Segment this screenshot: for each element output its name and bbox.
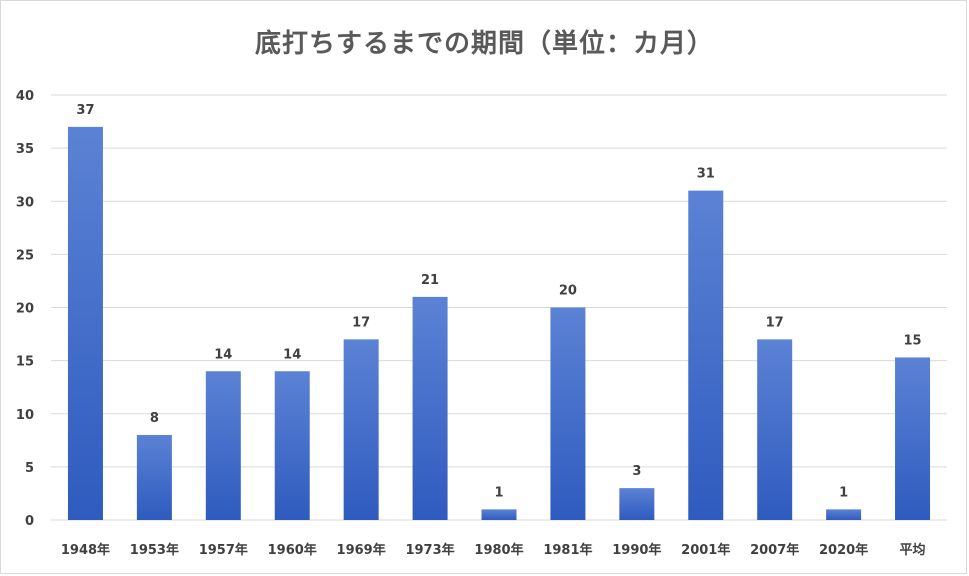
y-tick-label: 25 <box>16 248 34 263</box>
data-label: 20 <box>559 284 577 299</box>
x-category-label: 1960年 <box>268 542 317 558</box>
data-labels: 37 8 14 14 17 21 1 20 3 31 17 1 15 <box>76 103 921 501</box>
data-label: 3 <box>632 464 641 479</box>
bar <box>757 339 793 520</box>
data-label: 15 <box>903 333 921 348</box>
data-label: 8 <box>150 411 159 426</box>
x-category-label: 1953年 <box>130 542 179 558</box>
y-tick-label: 10 <box>16 408 34 423</box>
data-label: 1 <box>494 485 503 500</box>
chart-title: 底打ちするまでの期間（単位：カ月） <box>254 29 714 59</box>
x-category-label: 2007年 <box>750 542 799 558</box>
bar <box>619 488 655 520</box>
x-category-label: 1973年 <box>405 542 454 558</box>
data-label: 1 <box>839 485 848 500</box>
x-category-label: 1969年 <box>337 542 386 558</box>
bar <box>136 435 172 520</box>
y-tick-label: 40 <box>16 89 34 104</box>
x-category-label: 2020年 <box>819 542 868 558</box>
y-tick-label: 35 <box>16 142 34 157</box>
bar <box>550 307 586 520</box>
data-label: 17 <box>352 315 370 330</box>
x-category-label: 1980年 <box>474 542 523 558</box>
y-tick-label: 5 <box>25 461 34 476</box>
x-category-label: 1990年 <box>612 542 661 558</box>
x-axis-category-labels: 1948年 1953年 1957年 1960年 1969年 1973年 1980年 1981年… <box>61 542 926 558</box>
y-tick-label: 15 <box>16 355 34 370</box>
bar <box>688 190 724 520</box>
bars <box>67 126 931 520</box>
y-tick-label: 30 <box>16 195 34 210</box>
x-category-label: 1948年 <box>61 542 110 558</box>
data-label: 14 <box>283 347 301 362</box>
gridlines <box>51 94 947 521</box>
y-axis-tick-labels: 0 5 10 15 20 25 30 35 40 <box>16 89 34 529</box>
bar <box>895 357 931 520</box>
bar <box>343 339 379 520</box>
data-label: 37 <box>76 103 94 118</box>
bar <box>481 509 517 520</box>
data-label: 14 <box>214 347 232 362</box>
bar <box>412 296 448 520</box>
x-category-label: 2001年 <box>681 542 730 558</box>
bar <box>826 509 862 520</box>
bar <box>67 126 103 520</box>
data-label: 17 <box>766 315 784 330</box>
data-label: 21 <box>421 273 439 288</box>
bar <box>205 371 241 520</box>
x-category-label: 1981年 <box>543 542 592 558</box>
y-tick-label: 20 <box>16 302 34 317</box>
y-tick-label: 0 <box>25 514 34 529</box>
data-label: 31 <box>697 167 715 182</box>
x-category-label: 平均 <box>900 542 926 558</box>
x-category-label: 1957年 <box>199 542 248 558</box>
bar <box>274 371 310 520</box>
